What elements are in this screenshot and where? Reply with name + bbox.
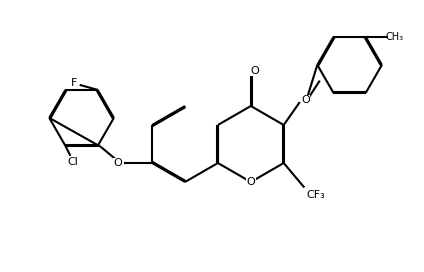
Text: CH₃: CH₃ <box>386 32 404 42</box>
Text: O: O <box>301 95 310 105</box>
Text: CF₃: CF₃ <box>306 190 325 200</box>
Text: F: F <box>70 78 77 88</box>
Text: O: O <box>113 158 122 168</box>
Text: Cl: Cl <box>67 157 78 167</box>
Text: O: O <box>246 177 255 187</box>
Text: O: O <box>251 66 259 76</box>
